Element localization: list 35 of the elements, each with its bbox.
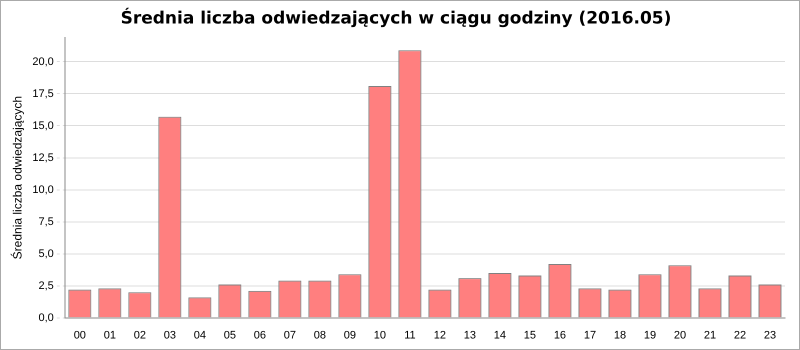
x-tick-label: 11 xyxy=(404,329,416,342)
x-tick-label: 13 xyxy=(464,329,476,342)
x-tick-label: 08 xyxy=(314,329,326,342)
y-tick-label: 12,5 xyxy=(32,152,54,164)
x-tick-label: 06 xyxy=(254,329,266,342)
y-tick-label: 20,0 xyxy=(32,56,54,68)
chart-title: Średnia liczba odwiedzających w ciągu godziny (2016.05) xyxy=(120,8,672,29)
x-tick-label: 09 xyxy=(344,329,356,342)
x-tick-label: 21 xyxy=(704,329,716,342)
x-tick-label: 18 xyxy=(614,329,626,342)
x-tick-label: 01 xyxy=(104,329,116,342)
x-tick-label: 14 xyxy=(494,329,506,342)
x-tick-label: 16 xyxy=(554,329,566,342)
x-tick-label: 07 xyxy=(284,329,296,342)
y-tick-label: 0,0 xyxy=(38,312,54,324)
x-tick-label: 10 xyxy=(374,329,386,342)
x-tick-label: 04 xyxy=(194,329,206,342)
x-tick-label: 19 xyxy=(644,329,656,342)
y-tick-label: 5,0 xyxy=(38,248,54,260)
y-tick-label: 7,5 xyxy=(38,216,54,228)
y-tick-label: 15,0 xyxy=(32,120,54,132)
x-tick-label: 22 xyxy=(734,329,746,342)
x-tick-label: 17 xyxy=(584,329,596,342)
x-tick-label: 02 xyxy=(134,329,146,342)
x-tick-label: 15 xyxy=(524,329,536,342)
y-tick-label: 10,0 xyxy=(32,184,54,196)
y-tick-label: 2,5 xyxy=(38,280,54,292)
y-tick-label: 17,5 xyxy=(32,88,54,100)
x-tick-label: 05 xyxy=(224,329,236,342)
x-tick-label: 23 xyxy=(764,329,776,342)
x-tick-label: 12 xyxy=(434,329,446,342)
x-tick-label: 00 xyxy=(74,329,86,342)
x-tick-label: 03 xyxy=(164,329,176,342)
y-axis-title: Średnia liczba odwiedzających xyxy=(10,96,25,260)
x-tick-label: 20 xyxy=(674,329,686,342)
